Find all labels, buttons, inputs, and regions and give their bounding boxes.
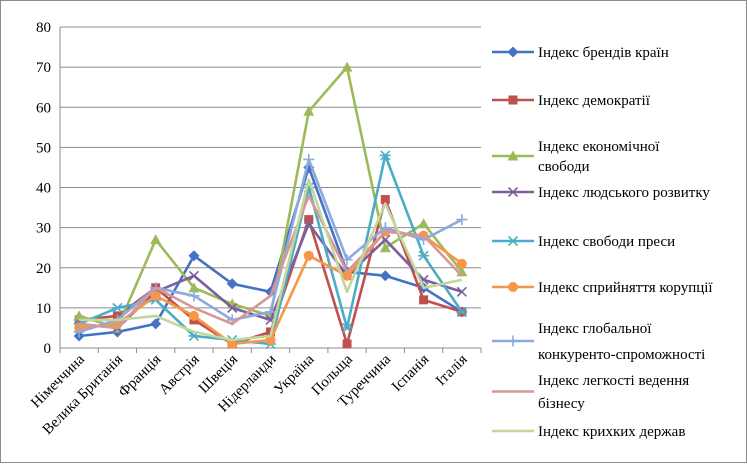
- data-point: [379, 150, 391, 161]
- data-point: [150, 234, 162, 245]
- legend-label: Індекс брендів країн: [538, 45, 669, 61]
- data-point: [227, 302, 238, 313]
- data-point: [341, 254, 353, 266]
- y-tick-label: 20: [36, 261, 51, 277]
- data-point: [188, 282, 200, 293]
- data-point: [379, 270, 391, 282]
- legend-item: Індекс демократії: [492, 93, 651, 109]
- legend-label: Індекс сприйняття корупції: [538, 280, 713, 296]
- data-point: [508, 282, 518, 292]
- data-point: [303, 250, 314, 261]
- data-point: [73, 326, 85, 338]
- data-point: [188, 290, 200, 302]
- y-tick-label: 30: [36, 221, 51, 237]
- legend-item: Індекс свободи преси: [492, 234, 675, 250]
- y-tick-label: 80: [36, 20, 51, 36]
- data-point: [111, 302, 123, 313]
- data-point: [418, 218, 430, 229]
- series-group: [79, 178, 463, 342]
- data-point: [227, 338, 238, 349]
- data-point: [341, 61, 353, 72]
- legend-label: Індекс людського розвитку: [538, 185, 710, 201]
- data-point: [303, 153, 315, 165]
- legend-label: Індекс свободи преси: [538, 234, 675, 250]
- data-point: [342, 339, 352, 349]
- data-point: [507, 46, 519, 58]
- legend-label: Індекс глобальної конкуренто-спроможності: [538, 321, 705, 363]
- legend-label: Індекс легкості ведення бізнесу: [538, 373, 689, 412]
- y-tick-label: 50: [36, 140, 51, 156]
- legend-label-line: Індекс легкості ведення: [538, 373, 689, 389]
- data-point: [73, 310, 85, 321]
- y-tick-label: 10: [36, 301, 51, 317]
- data-point: [419, 295, 429, 305]
- data-point: [456, 286, 467, 297]
- series-line: [79, 178, 463, 342]
- legend: Індекс брендів країн Індекс демократії Інд…: [492, 45, 713, 440]
- y-tick-label: 40: [36, 181, 51, 197]
- data-point: [456, 258, 467, 269]
- data-point: [507, 235, 519, 247]
- legend-label-line: Індекс економічної: [538, 139, 660, 155]
- legend-label-line: конкуренто-спроможності: [538, 347, 705, 363]
- data-point: [380, 195, 390, 205]
- data-point: [303, 105, 315, 116]
- legend-item: Індекс легкості ведення бізнесу: [492, 373, 689, 412]
- data-point: [342, 270, 353, 281]
- legend-item: Індекс людського розвитку: [492, 185, 710, 201]
- data-point: [188, 310, 199, 321]
- legend-item: Індекс крихких держав: [492, 424, 685, 440]
- data-point: [341, 322, 353, 334]
- data-point: [456, 214, 468, 226]
- legend-label: Індекс крихких держав: [538, 424, 685, 440]
- y-tick-label: 70: [36, 60, 51, 76]
- data-point: [265, 306, 276, 318]
- series-lines: [73, 61, 468, 350]
- data-point: [379, 242, 391, 253]
- legend-label: Індекс економічної свободи: [538, 139, 660, 175]
- legend-item: Індекс економічної свободи: [492, 139, 660, 175]
- legend-item: Індекс глобальної конкуренто-спроможності: [492, 321, 705, 363]
- data-point: [150, 318, 162, 330]
- y-tick-label: 60: [36, 100, 51, 116]
- legend-item: Індекс брендів країн: [492, 45, 669, 61]
- data-point: [226, 278, 238, 290]
- data-point: [303, 218, 314, 229]
- legend-label-line: бізнесу: [538, 396, 585, 412]
- data-point: [188, 270, 200, 281]
- legend-item: Індекс сприйняття корупції: [492, 280, 713, 296]
- legend-label-line: Індекс глобальної: [538, 321, 652, 337]
- data-point: [507, 335, 519, 347]
- data-point: [418, 250, 430, 261]
- data-point: [507, 150, 519, 161]
- y-tick-label: 0: [44, 341, 52, 357]
- legend-label-line: свободи: [538, 159, 590, 175]
- data-point: [188, 250, 200, 262]
- data-point: [508, 95, 518, 105]
- data-point: [507, 186, 519, 198]
- data-point: [456, 306, 468, 317]
- data-point: [150, 290, 161, 301]
- legend-label: Індекс демократії: [538, 93, 651, 109]
- data-point: [304, 215, 314, 225]
